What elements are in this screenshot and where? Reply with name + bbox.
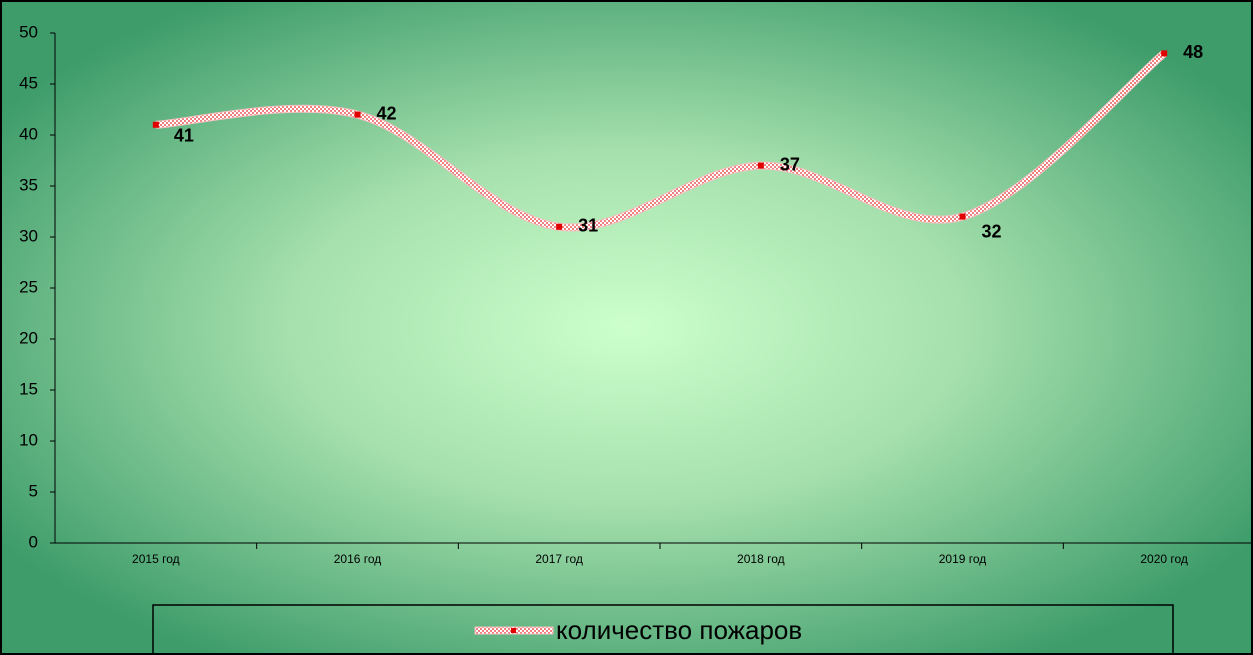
y-tick-label: 30 [19,226,38,245]
marker [959,213,966,220]
data-label: 32 [982,221,1002,241]
legend-box [152,604,1174,655]
marker [757,162,764,169]
data-label: 37 [780,154,800,174]
y-tick-label: 45 [19,73,38,92]
y-tick-label: 50 [19,22,38,41]
data-label: 41 [174,126,194,146]
marker [1161,50,1168,57]
data-label: 48 [1183,42,1203,62]
marker [152,121,159,128]
y-tick-label: 35 [19,175,38,194]
data-label: 31 [578,216,598,236]
marker [354,111,361,118]
y-tick-label: 0 [29,532,38,551]
legend-marker [511,628,516,633]
legend-label: количество пожаров [556,615,802,645]
series-line [155,51,1167,231]
x-tick-label: 2019 год [939,552,987,566]
y-tick-label: 40 [19,124,38,143]
y-tick-label: 20 [19,328,38,347]
y-tick-label: 5 [29,481,38,500]
x-tick-label: 2017 год [535,552,583,566]
x-tick-label: 2020 год [1140,552,1188,566]
y-tick-label: 25 [19,277,38,296]
x-tick-label: 2016 год [334,552,382,566]
data-label: 42 [377,103,397,123]
y-tick-label: 15 [19,379,38,398]
y-tick-label: 10 [19,430,38,449]
x-tick-label: 2018 год [737,552,785,566]
marker [556,223,563,230]
x-tick-label: 2015 год [132,552,180,566]
